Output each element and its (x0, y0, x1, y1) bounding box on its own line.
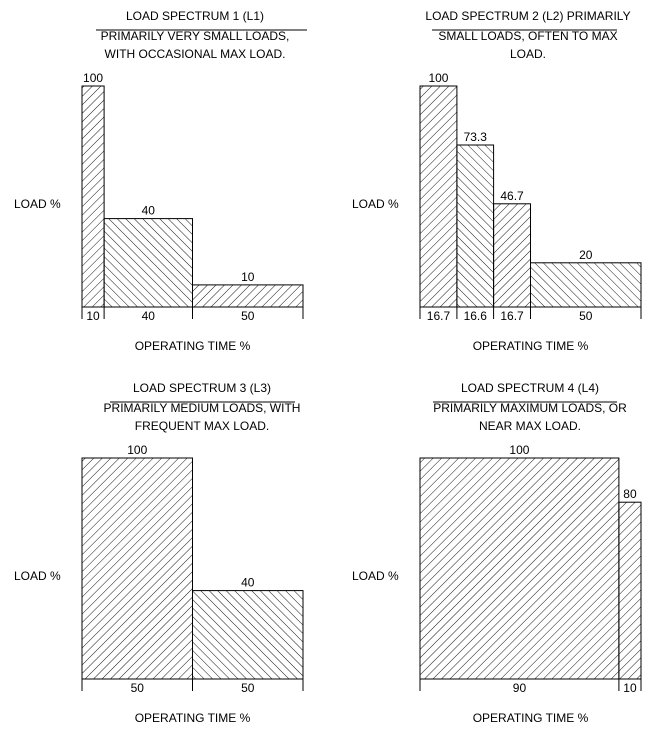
chart-title: LOAD SPECTRUM 4 (L4) (461, 381, 599, 395)
segment-width-label: 50 (241, 681, 255, 695)
bar-value-label: 73.3 (464, 130, 488, 144)
chart-subtitle-line: NEAR MAX LOAD. (479, 419, 581, 433)
bar (192, 284, 304, 308)
bar (419, 85, 458, 308)
bar-value-label: 40 (142, 204, 156, 218)
chart-subtitle-line: FREQUENT MAX LOAD. (135, 419, 269, 433)
bar-value-label: 100 (83, 71, 103, 85)
chart-subtitle-line: PRIMARILY VERY SMALL LOADS, (101, 29, 290, 43)
segment-width-label: 10 (623, 681, 637, 695)
x-axis-label: OPERATING TIME % (135, 339, 251, 353)
bar (456, 144, 495, 308)
segment-width-label: 50 (241, 309, 255, 323)
chart-subtitle-line: PRIMARILY MAXIMUM LOADS, OR (433, 401, 627, 415)
bar-value-label: 10 (241, 270, 255, 284)
chart-panel-1: LOAD SPECTRUM 1 (L1) PRIMARILY VERY SMALL… (14, 9, 307, 353)
y-axis-label: LOAD % (352, 197, 399, 211)
chart-subtitle-line: WITH OCCASIONAL MAX LOAD. (105, 47, 286, 61)
bar-value-label: 40 (241, 576, 255, 590)
chart-title: LOAD SPECTRUM 1 (L1) (126, 9, 264, 23)
chart-subtitle-line: LOAD. (510, 47, 546, 61)
bar (103, 218, 193, 308)
bar-value-label: 46.7 (500, 189, 524, 203)
bar (618, 501, 642, 680)
bar (530, 262, 642, 308)
x-axis-label: OPERATING TIME % (135, 711, 251, 725)
chart-title: LOAD SPECTRUM 3 (L3) (133, 381, 271, 395)
bar (419, 457, 620, 680)
chart-panel-3: LOAD SPECTRUM 3 (L3) PRIMARILY MEDIUM LOA… (14, 381, 304, 725)
segment-width-label: 40 (142, 309, 156, 323)
segment-width-label: 50 (131, 681, 145, 695)
segment-width-label: 16.6 (464, 309, 488, 323)
chart-subtitle-line: PRIMARILY MEDIUM LOADS, WITH (104, 401, 301, 415)
chart-panel-4: LOAD SPECTRUM 4 (L4) PRIMARILY MAXIMUM LO… (352, 381, 642, 725)
x-axis-label: OPERATING TIME % (473, 339, 589, 353)
x-axis-label: OPERATING TIME % (473, 711, 589, 725)
bar-value-label: 80 (623, 487, 637, 501)
y-axis-label: LOAD % (14, 197, 61, 211)
bar-value-label: 100 (428, 71, 448, 85)
segment-width-label: 90 (513, 681, 527, 695)
segment-width-label: 50 (579, 309, 593, 323)
y-axis-label: LOAD % (352, 569, 399, 583)
bar (81, 85, 105, 308)
segment-width-label: 10 (86, 309, 100, 323)
chart-panel-2: LOAD SPECTRUM 2 (L2) PRIMARILY SMALL LOAD… (352, 9, 642, 353)
segment-width-label: 16.7 (427, 309, 451, 323)
bar (81, 457, 193, 680)
y-axis-label: LOAD % (14, 569, 61, 583)
bar (192, 590, 304, 680)
segment-width-label: 16.7 (500, 309, 524, 323)
bar (493, 203, 531, 308)
bar-value-label: 20 (579, 248, 593, 262)
chart-title: LOAD SPECTRUM 2 (L2) PRIMARILY (425, 9, 630, 23)
bar-value-label: 100 (127, 443, 147, 457)
chart-subtitle-line: SMALL LOADS, OFTEN TO MAX (438, 29, 617, 43)
bar-value-label: 100 (509, 443, 529, 457)
